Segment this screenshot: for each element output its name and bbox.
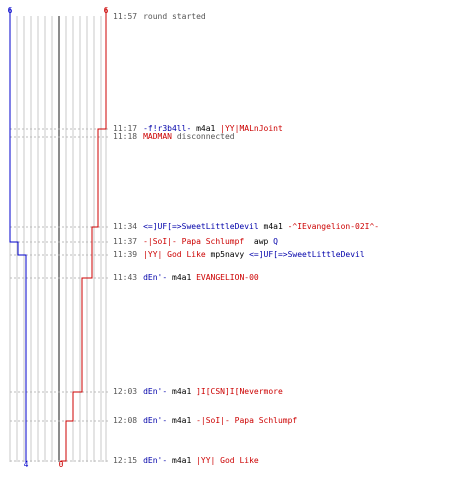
weapon-label: m4a1	[167, 387, 197, 396]
event-row: 12:03 dEn'- m4a1 ]I[CSN]I[Nevermore	[113, 387, 283, 397]
player-name: dEn'-	[143, 456, 168, 465]
weapon-label: awp	[244, 237, 274, 246]
event-time: 11:34	[113, 222, 138, 231]
event-row: 12:08 dEn'- m4a1 -|SoI|- Papa Schlumpf	[113, 416, 297, 426]
event-message: round started	[143, 12, 206, 21]
alive-count-traces	[9, 8, 107, 462]
event-time: 12:15	[113, 456, 138, 465]
event-row: 11:57 round started	[113, 12, 206, 22]
player-name: -f!r3b4ll-	[143, 124, 192, 133]
event-time: 11:17	[113, 124, 138, 133]
weapon-label: m4a1	[258, 222, 288, 231]
weapon-label: m4a1	[167, 273, 197, 282]
event-row: 11:43 dEn'- m4a1 EVANGELION-00	[113, 273, 259, 283]
blue-team-end-count: 4	[24, 460, 29, 469]
player-name: |YY| God Like	[196, 456, 259, 465]
event-time: 11:57	[113, 12, 138, 21]
event-time: 11:37	[113, 237, 138, 246]
event-time: 11:39	[113, 250, 138, 259]
event-row: 11:17 -f!r3b4ll- m4a1 |YY|MALnJoint	[113, 124, 283, 134]
event-time: 12:08	[113, 416, 138, 425]
player-name: -|SoI|- Papa Schlumpf	[143, 237, 245, 246]
player-name: Q	[273, 237, 278, 246]
red-team-alive-trace	[60, 8, 107, 462]
player-name: ]I[CSN]I[Nevermore	[196, 387, 283, 396]
event-guide-lines	[10, 128, 110, 462]
event-message: disconnected	[172, 132, 235, 141]
player-name: <=]UF[=>SweetLittleDevil	[143, 222, 259, 231]
weapon-label: mp5navy	[205, 250, 250, 259]
event-row: 11:39 |YY| God Like mp5navy <=]UF[=>Sweet…	[113, 250, 365, 260]
grid-lines	[9, 16, 107, 462]
red-team-end-count: 0	[59, 460, 64, 469]
player-name: dEn'-	[143, 387, 168, 396]
event-row: 12:15 dEn'- m4a1 |YY| God Like	[113, 456, 259, 466]
weapon-label: m4a1	[167, 456, 197, 465]
event-row: 11:34 <=]UF[=>SweetLittleDevil m4a1 -^IEv…	[113, 222, 379, 232]
blue-team-start-count: 6	[8, 6, 13, 15]
event-row: 11:18 MADMAN disconnected	[113, 132, 235, 142]
player-name: -|SoI|- Papa Schlumpf	[196, 416, 298, 425]
player-name: dEn'-	[143, 273, 168, 282]
player-name: <=]UF[=>SweetLittleDevil	[249, 250, 365, 259]
red-team-start-count: 6	[104, 6, 109, 15]
event-time: 11:43	[113, 273, 138, 282]
player-name: EVANGELION-00	[196, 273, 259, 282]
player-name: dEn'-	[143, 416, 168, 425]
player-name: MADMAN	[143, 132, 172, 141]
weapon-label: m4a1	[191, 124, 221, 133]
player-name: |YY| God Like	[143, 250, 206, 259]
player-name: -^IEvangelion-02I^-	[287, 222, 380, 231]
event-time: 12:03	[113, 387, 138, 396]
player-name: |YY|MALnJoint	[220, 124, 283, 133]
weapon-label: m4a1	[167, 416, 197, 425]
blue-team-alive-trace	[9, 8, 27, 462]
event-time: 11:18	[113, 132, 138, 141]
event-row: 11:37 -|SoI|- Papa Schlumpf awp Q	[113, 237, 278, 247]
